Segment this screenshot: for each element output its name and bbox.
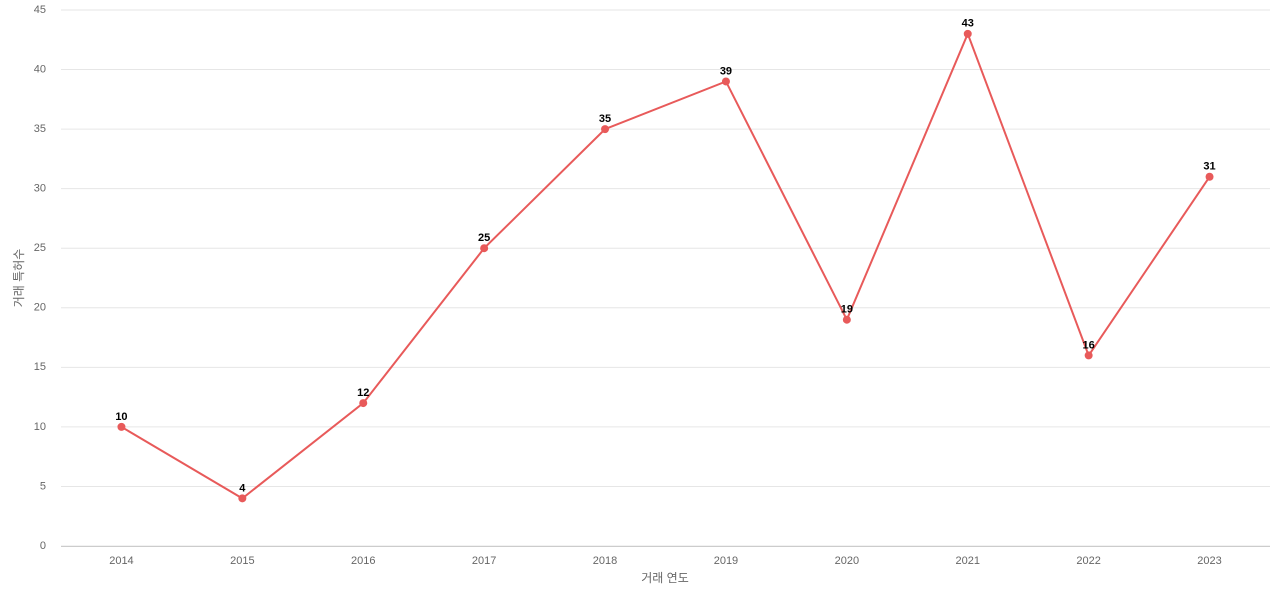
x-tick-label: 2014 <box>109 555 133 567</box>
point <box>238 494 247 503</box>
value-label: 43 <box>962 18 974 30</box>
value-label: 39 <box>720 65 732 77</box>
y-tick-label: 20 <box>34 302 46 314</box>
y-tick-label: 25 <box>34 242 46 254</box>
x-tick-label: 2015 <box>230 555 254 567</box>
value-label: 19 <box>841 304 853 316</box>
y-axis-title: 거래 특허수 <box>12 249 26 308</box>
point <box>842 315 851 324</box>
value-label: 31 <box>1203 161 1215 173</box>
y-tick-label: 5 <box>40 480 46 492</box>
y-tick-label: 0 <box>40 540 46 552</box>
value-label: 4 <box>239 482 246 494</box>
point <box>359 399 368 408</box>
value-label: 12 <box>357 387 369 399</box>
value-label: 25 <box>478 232 490 244</box>
x-tick-label: 2020 <box>835 555 859 567</box>
x-tick-label: 2017 <box>472 555 496 567</box>
value-label: 10 <box>115 411 127 423</box>
x-tick-label: 2023 <box>1197 555 1221 567</box>
y-tick-label: 40 <box>34 63 46 75</box>
point <box>1205 172 1214 181</box>
x-axis-title: 거래 연도 <box>641 571 689 585</box>
y-tick-label: 15 <box>34 361 46 373</box>
point <box>480 244 489 253</box>
value-label: 35 <box>599 113 611 125</box>
point <box>1084 351 1093 360</box>
x-tick-label: 2018 <box>593 555 617 567</box>
x-tick-label: 2022 <box>1076 555 1100 567</box>
y-tick-label: 30 <box>34 183 46 195</box>
line <box>120 31 1211 500</box>
y-tick-label: 35 <box>34 123 46 135</box>
point <box>963 29 972 38</box>
y-tick-label: 10 <box>34 421 46 433</box>
x-tick-label: 2019 <box>714 555 738 567</box>
value-label: 16 <box>1083 339 1095 351</box>
x-tick-label: 2016 <box>351 555 375 567</box>
point <box>117 422 126 431</box>
y-tick-label: 45 <box>34 4 46 16</box>
point <box>601 125 610 134</box>
x-tick-label: 2021 <box>956 555 980 567</box>
point <box>721 77 730 86</box>
